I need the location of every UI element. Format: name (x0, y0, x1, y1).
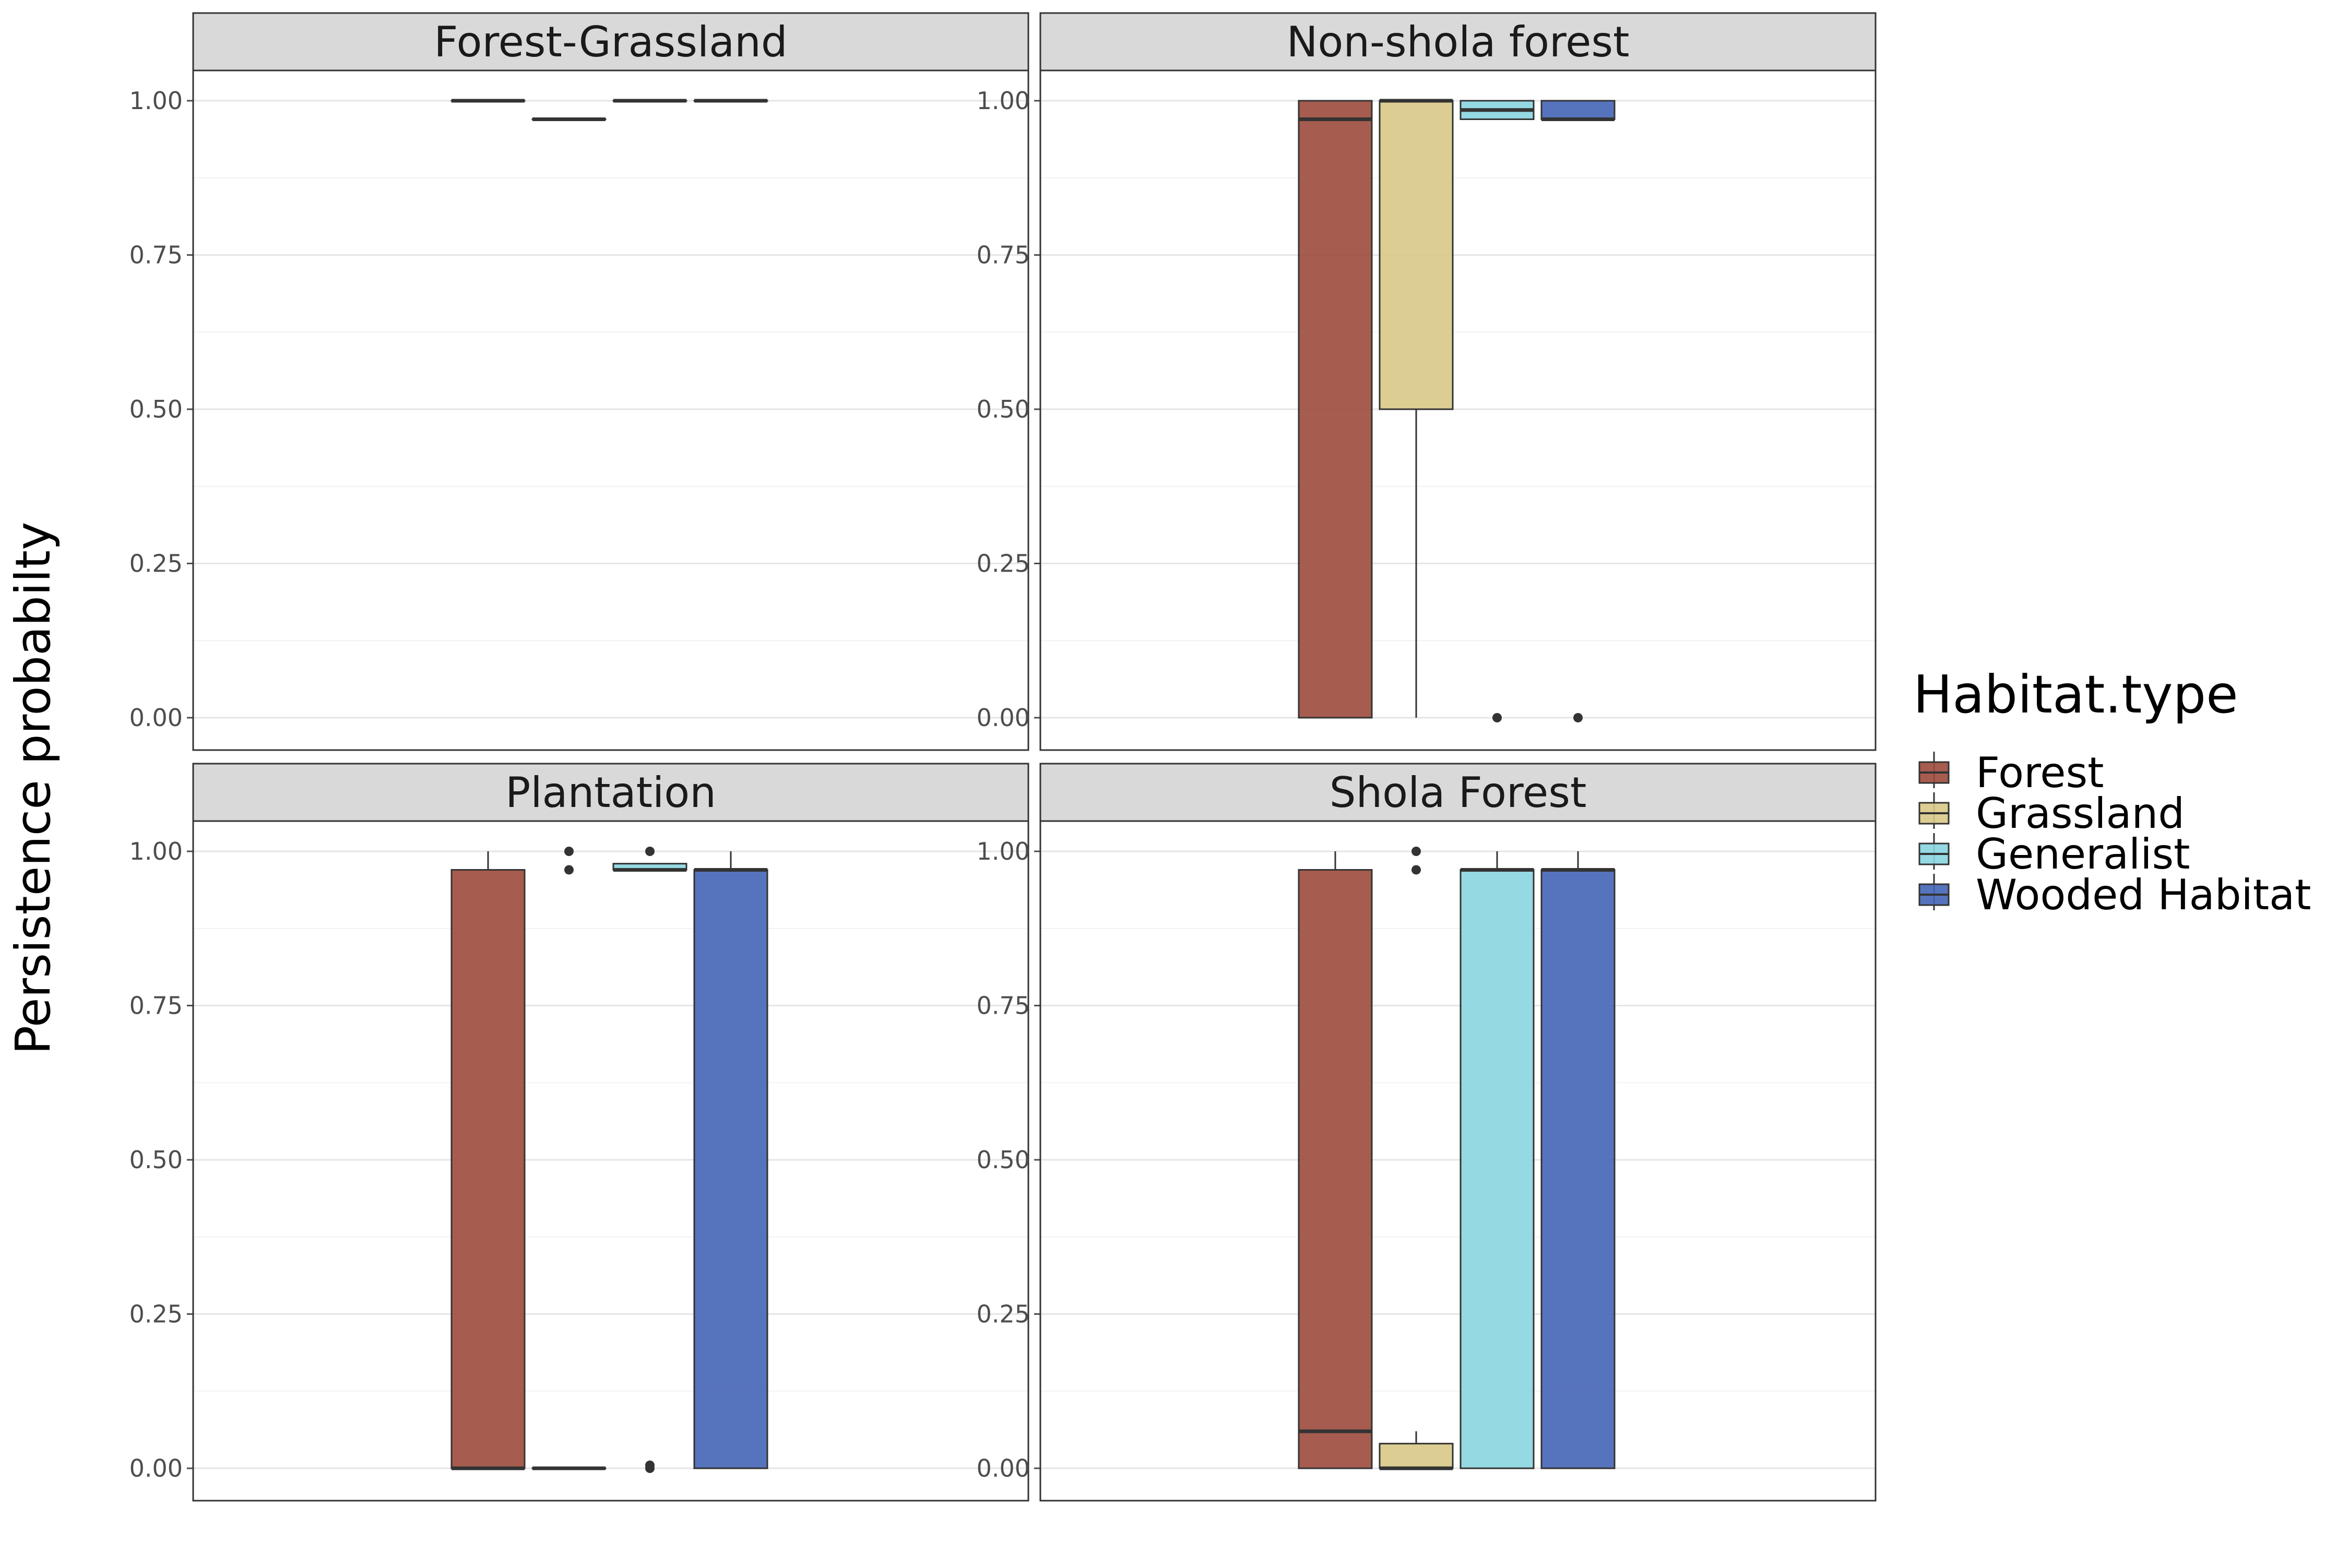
legend-label: Wooded Habitat (1976, 871, 2311, 919)
plot-background (193, 70, 1028, 750)
box-wooded-habitat (694, 851, 767, 1468)
y-tick-label: 0.00 (129, 1454, 183, 1482)
y-tick-label: 1.00 (129, 87, 183, 115)
y-tick-label: 1.00 (129, 837, 183, 865)
y-tick-label: 1.00 (977, 837, 1030, 865)
legend-item: Wooded Habitat (1919, 871, 2311, 919)
facet-title: Shola Forest (1330, 768, 1587, 817)
box-forest (1299, 851, 1372, 1468)
outlier-point (645, 847, 655, 856)
y-tick-label: 0.25 (977, 550, 1030, 578)
facet-panel: Shola Forest 0.00 0.25 0.50 0.75 1.00 (977, 764, 1876, 1501)
facet-panel: Non-shola forest 0.00 0.25 0.50 0.75 1.00 (977, 13, 1876, 750)
box-body (694, 870, 767, 1468)
outlier-point (1492, 713, 1502, 722)
y-tick-label: 0.00 (977, 704, 1030, 732)
outlier-point (1573, 713, 1583, 722)
y-tick-label: 1.00 (977, 87, 1030, 115)
box-body (1380, 1444, 1453, 1468)
y-tick-label: 0.75 (129, 992, 183, 1020)
outlier-point (1411, 847, 1421, 856)
y-tick-label: 0.25 (977, 1300, 1030, 1328)
outlier-point (1411, 865, 1421, 874)
plot-background (1040, 821, 1876, 1501)
y-tick-label: 0.50 (977, 1146, 1030, 1174)
outlier-point (564, 865, 574, 874)
outlier-point (564, 847, 574, 856)
facet-panel: Forest-Grassland 0.00 0.25 0.50 0.75 1.00 (129, 13, 1028, 750)
box-body (1299, 870, 1372, 1468)
facet-panel: Plantation 0.00 0.25 0.50 0.75 1.00 (129, 764, 1028, 1501)
facet-title: Non-shola forest (1287, 18, 1630, 66)
box-body (1299, 101, 1372, 718)
y-tick-label: 0.50 (129, 1146, 183, 1174)
box-body (1541, 101, 1615, 119)
y-tick-label: 0.00 (129, 704, 183, 732)
box-body (1461, 870, 1534, 1468)
y-tick-label: 0.25 (129, 550, 183, 578)
plot-background (1040, 70, 1876, 750)
legend-title: Habitat.type (1913, 664, 2238, 725)
y-tick-label: 0.75 (977, 992, 1030, 1020)
facet-title: Forest-Grassland (434, 18, 787, 66)
y-tick-label: 0.50 (129, 395, 183, 423)
box-body (1541, 870, 1615, 1468)
plot-background (193, 821, 1028, 1501)
y-tick-label: 0.75 (977, 241, 1030, 269)
y-tick-label: 0.75 (129, 241, 183, 269)
box-body (452, 870, 525, 1468)
box-generalist (1461, 851, 1534, 1468)
facet-title: Plantation (505, 768, 716, 817)
box-body (1380, 101, 1453, 409)
y-tick-label: 0.25 (129, 1300, 183, 1328)
y-tick-label: 0.50 (977, 395, 1030, 423)
outlier-point (645, 1460, 655, 1470)
y-axis-label: Persistence probabilty (5, 522, 61, 1055)
box-forest (452, 851, 525, 1468)
box-forest (1299, 101, 1372, 718)
box-wooded-habitat (1541, 851, 1615, 1468)
y-tick-label: 0.00 (977, 1454, 1030, 1482)
